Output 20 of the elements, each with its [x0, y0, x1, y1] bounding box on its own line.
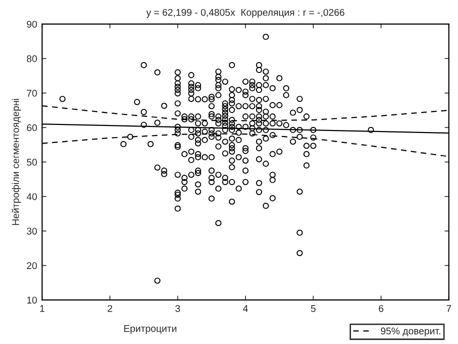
x-tick-label: 5 — [310, 305, 316, 312]
y-tick-label: 90 — [26, 20, 37, 28]
y-tick-label: 70 — [26, 90, 37, 97]
x-tick-label: 2 — [108, 305, 112, 312]
x-tick-label: 6 — [378, 305, 384, 312]
y-tick-label: 30 — [26, 228, 37, 235]
y-axis-title: Нейтрофіли сегментоядерні — [12, 98, 21, 225]
y-tick-label: 10 — [27, 296, 37, 304]
x-tick-label: 4 — [243, 305, 248, 312]
y-tick-label: 20 — [26, 262, 37, 270]
x-tick-label: 7 — [446, 305, 452, 312]
y-tick-label: 60 — [26, 124, 37, 132]
y-tick-label: 50 — [26, 158, 37, 166]
x-axis-title: Еритроцити — [124, 325, 176, 334]
x-tick-label: 3 — [175, 305, 180, 312]
y-tick-label: 40 — [26, 193, 37, 200]
y-tick-label: 80 — [26, 55, 37, 62]
legend-label: 95% доверит. — [380, 328, 440, 336]
x-tick-label: 1 — [40, 305, 44, 312]
chart-title: y = 62,199 - 0,4805x Корреляция : r = -,0266 — [146, 8, 344, 18]
